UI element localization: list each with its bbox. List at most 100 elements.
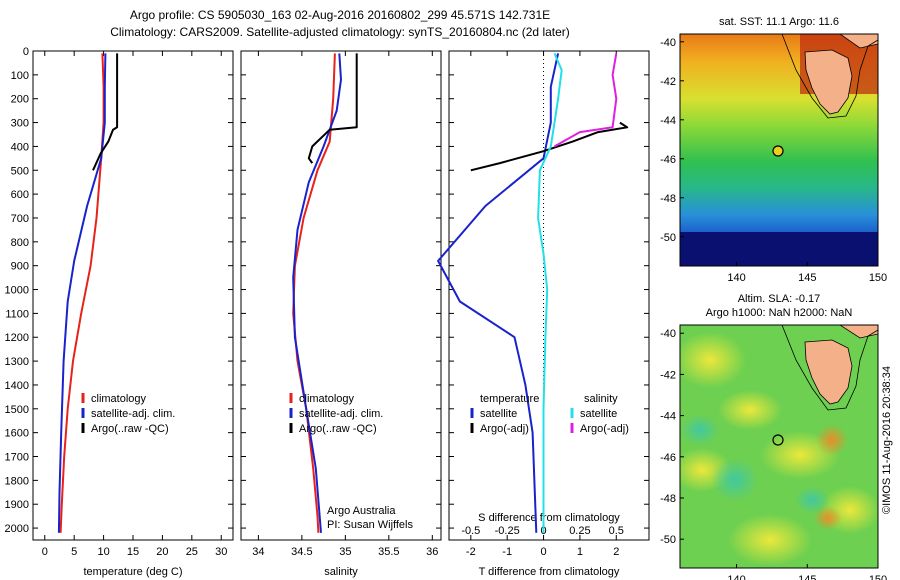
panel-annotation: PI: Susan Wijffels [327,519,413,531]
map-x-tick-label: 140 [727,574,745,580]
map-x-tick-label: 150 [869,272,887,284]
x-top-tick-label: -0.5 [461,525,480,537]
sla-blob [718,390,782,430]
sla-blob [728,514,812,566]
x-tick-label: 15 [127,546,139,558]
map-y-tick-label: -50 [660,232,676,244]
sla-map: Altim. SLA: -0.17 Argo h1000: NaN h2000:… [660,293,887,580]
y-tick-label: 300 [11,118,29,130]
legend-entry: Argo(..raw -QC) [91,423,169,435]
map-x-tick-label: 145 [798,272,816,284]
sla-map-ticks: 140 145 150 -40 -42 -44 -46 -48 -50 [660,328,887,580]
x-tick-label: 0 [42,546,48,558]
sla-blob [680,332,746,388]
y-tick-label: 500 [11,165,29,177]
sst-land-north [839,34,878,49]
x-tick-label: 1 [577,546,583,558]
map-x-tick-label: 145 [798,574,816,580]
series-line-2-0 [437,53,560,533]
sst-argo-location [772,145,784,157]
y-tick-label: 700 [11,213,29,225]
series-line-0-1 [57,53,107,533]
legend-entry: satellite [580,408,617,420]
legend-entry: satellite-adj. clim. [299,408,383,420]
sla-blob [816,424,848,456]
legend-entry: climatology [299,393,355,405]
sla-isobath [781,325,878,411]
legend-entry: Argo(-adj) [480,423,529,435]
map-y-tick-label: -42 [660,76,676,88]
series-line-0-0 [59,53,105,533]
series-line-1-2 [307,53,358,164]
y-tick-label: 800 [11,237,29,249]
legend-entry: Argo(..raw -QC) [299,423,377,435]
sla-blob [680,414,720,446]
x-tick-label: 35 [339,546,351,558]
sst-isobath [781,34,878,119]
series-line-0-2 [92,53,119,171]
sla-map-frame [679,324,879,569]
series-line-2-1 [470,121,629,172]
legend-entry: salinity [584,393,618,405]
sst-map-frame [679,33,879,267]
x-tick-label: 2 [613,546,619,558]
y-tick-label: 1600 [5,428,29,440]
x-tick-label: 20 [156,546,168,558]
x-top-axis-label: S difference from climatology [478,512,620,524]
y-tick-label: 1100 [5,308,29,320]
sst-land [804,49,853,115]
map-y-tick-label: -42 [660,369,676,381]
sst-map-ticks: 140 145 150 -40 -42 -44 -46 -48 -50 [660,37,887,284]
sla-blob [711,458,759,502]
y-tick-label: 200 [11,94,29,106]
difference-panel: -2 -1 0 1 2 T difference from climatology -0.5… [437,50,650,578]
legend-entry: satellite [480,408,517,420]
map-x-tick-label: 150 [869,574,887,580]
y-tick-label: 1500 [5,404,29,416]
x-axis-label: temperature (deg C) [83,566,182,578]
y-tick-label: 1900 [5,499,29,511]
sst-cold-bottom [680,232,878,266]
y-tick-label: 100 [11,70,29,82]
sla-map-title-line1: Altim. SLA: -0.17 [738,293,821,305]
x-tick-label: 35.5 [378,546,399,558]
y-tick-label: 1300 [5,356,29,368]
map-y-tick-label: -44 [660,115,676,127]
sla-land [804,339,853,405]
legend-entry: Argo(-adj) [580,423,629,435]
series-line-1-1 [292,53,342,533]
y-tick-label: 1200 [5,332,29,344]
series-line-2-3 [554,53,618,148]
x-top-tick-label: 0.5 [609,525,624,537]
x-tick-label: 25 [186,546,198,558]
sst-map-title: sat. SST: 11.1 Argo: 11.6 [719,16,839,28]
x-top-tick-label: 0.25 [569,525,590,537]
x-axis-label: T difference from climatology [479,566,620,578]
x-tick-label: 36 [426,546,438,558]
panel-annotation: Argo Australia [327,505,396,517]
legend-entry: temperature [480,393,539,405]
sla-land-north [839,325,878,339]
map-y-tick-label: -48 [660,493,676,505]
x-axis-label: salinity [324,566,358,578]
map-y-tick-label: -50 [660,534,676,546]
x-tick-label: -2 [466,546,476,558]
legend-entry: satellite-adj. clim. [91,408,175,420]
axes-frame [32,50,234,541]
y-tick-label: 900 [11,261,29,273]
figure-title-line1: Argo profile: CS 5905030_163 02-Aug-2016… [130,8,550,22]
y-tick-label: 0 [23,46,29,58]
y-tick-label: 2000 [5,523,29,535]
figure-title-line2: Climatology: CARS2009. Satellite-adjuste… [110,25,570,39]
map-x-tick-label: 140 [727,272,745,284]
y-tick-label: 400 [11,141,29,153]
y-tick-label: 1800 [5,475,29,487]
y-tick-label: 1000 [5,285,29,297]
map-y-tick-label: -48 [660,193,676,205]
x-tick-label: 34 [252,546,264,558]
axes-frame [240,50,442,541]
axes-frame [448,50,650,541]
sla-map-title-line2: Argo h1000: NaN h2000: NaN [706,307,853,319]
map-y-tick-label: -40 [660,328,676,340]
